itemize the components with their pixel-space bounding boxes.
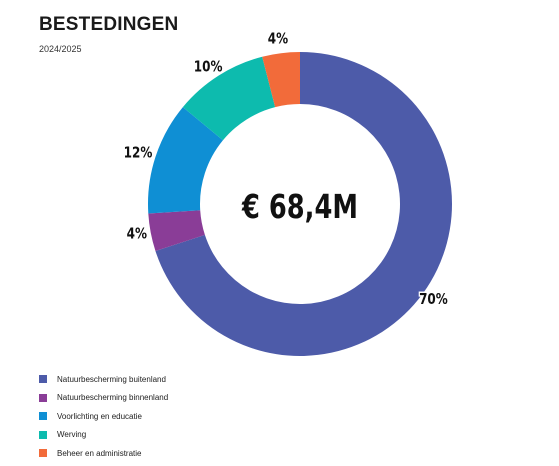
legend-item: Beheer en administratie bbox=[39, 444, 168, 463]
legend-item: Natuurbescherming binnenland bbox=[39, 389, 168, 408]
slice-label: 4% bbox=[268, 30, 289, 48]
legend-swatch bbox=[39, 375, 47, 384]
legend-item: Natuurbescherming buitenland bbox=[39, 370, 168, 389]
legend-swatch bbox=[39, 412, 47, 421]
center-total-label: € 68,4M bbox=[241, 188, 358, 226]
legend-label: Voorlichting en educatie bbox=[57, 411, 142, 421]
slice-natuurbescherming-binnenland bbox=[148, 210, 205, 251]
slice-label: 10% bbox=[194, 58, 223, 76]
chart-legend: Natuurbescherming buitenland Natuurbesche… bbox=[39, 370, 168, 463]
legend-item: Werving bbox=[39, 426, 168, 445]
slice-label: 70% bbox=[419, 291, 448, 309]
legend-label: Werving bbox=[57, 430, 87, 440]
legend-swatch bbox=[39, 393, 47, 402]
slice-voorlichting-en-educatie bbox=[148, 107, 223, 214]
slice-werving bbox=[182, 56, 276, 141]
legend-label: Natuurbescherming buitenland bbox=[57, 374, 166, 384]
legend-swatch bbox=[39, 449, 47, 458]
legend-label: Beheer en administratie bbox=[57, 448, 142, 458]
page-title: BESTEDINGEN bbox=[39, 14, 179, 35]
slice-label: 12% bbox=[124, 144, 153, 162]
slice-label: 4% bbox=[127, 225, 148, 243]
slice-beheer-en-administratie bbox=[262, 52, 300, 108]
legend-label: Natuurbescherming binnenland bbox=[57, 393, 169, 403]
legend-item: Voorlichting en educatie bbox=[39, 407, 168, 426]
legend-swatch bbox=[39, 430, 47, 439]
slice-natuurbescherming-buitenland bbox=[155, 52, 453, 356]
page-subtitle: 2024/2025 bbox=[39, 44, 82, 54]
